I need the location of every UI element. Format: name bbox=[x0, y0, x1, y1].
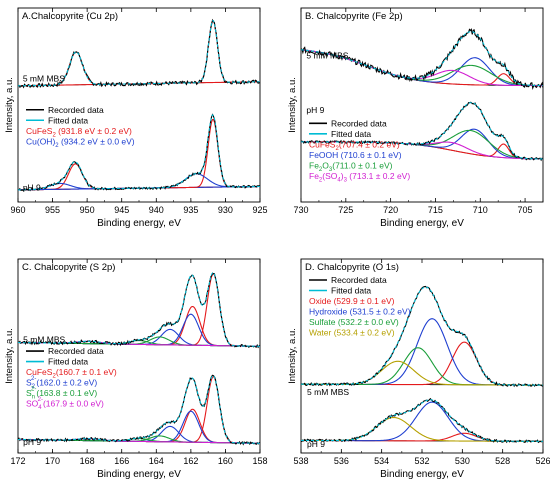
x-tick-label: 950 bbox=[80, 205, 95, 215]
x-tick-label: 526 bbox=[535, 456, 550, 466]
x-tick-label: 710 bbox=[473, 205, 488, 215]
x-tick-label: 168 bbox=[80, 456, 95, 466]
component-peak bbox=[301, 341, 543, 386]
legend-label: S22-(162.0 ± 0.2 eV) bbox=[26, 376, 97, 390]
x-tick-label: 925 bbox=[252, 205, 267, 215]
x-tick-label: 955 bbox=[45, 205, 60, 215]
condition-label: 5 mM MBS bbox=[23, 74, 65, 84]
legend-label: Oxide (529.9 ± 0.1 eV) bbox=[309, 296, 395, 306]
legend-label: Recorded data bbox=[48, 346, 104, 356]
x-tick-label: 530 bbox=[455, 456, 470, 466]
x-tick-label: 730 bbox=[293, 205, 308, 215]
panel-1: B. Chalcopyrite (Fe 2p) 730 725 720 715 710 70… bbox=[287, 7, 544, 229]
component-peak bbox=[301, 416, 543, 442]
y-axis-label: Intensity, a.u. bbox=[4, 77, 15, 133]
fitted-data-line bbox=[17, 20, 261, 87]
panel-0: A.Chalcopyrite (Cu 2p) 960 955 950 945 940 935… bbox=[4, 7, 268, 229]
panel-3: D. Chalcopyrite (O 1s) 538 536 534 532 530 528… bbox=[287, 258, 550, 480]
legend-label: CuFeS2 (931.8 eV ± 0.2 eV) bbox=[26, 126, 132, 139]
x-tick-label: 940 bbox=[149, 205, 164, 215]
panel-2: C. Chalcopyrite (S 2p) 172 170 168 166 164 162… bbox=[4, 258, 268, 480]
component-peak bbox=[301, 347, 543, 386]
legend-label: Fitted data bbox=[48, 115, 88, 125]
y-axis-label: Intensity, a.u. bbox=[287, 77, 298, 133]
x-tick-label: 170 bbox=[45, 456, 60, 466]
condition-label: pH 9 bbox=[306, 105, 324, 115]
legend-label: Fitted data bbox=[331, 286, 371, 296]
fitted-data-line bbox=[300, 31, 544, 87]
fitted-data-line bbox=[301, 399, 543, 442]
legend-label: CuFeS2(160.7 ± 0.1 eV) bbox=[26, 367, 117, 380]
recorded-data-line bbox=[300, 285, 544, 388]
x-tick-label: 164 bbox=[149, 456, 164, 466]
plot-frame bbox=[300, 7, 544, 203]
y-axis-label: Intensity, a.u. bbox=[4, 328, 15, 384]
fitted-data-line bbox=[17, 272, 261, 347]
legend-label: Fitted data bbox=[331, 129, 371, 139]
fitted-data-line bbox=[301, 102, 544, 160]
legend-label: Cu(OH)2 (934.2 eV ± 0.0 eV) bbox=[26, 136, 135, 149]
x-tick-label: 705 bbox=[518, 205, 533, 215]
fitted-data-line bbox=[17, 375, 261, 444]
panel-title: C. Chalcopyrite (S 2p) bbox=[22, 262, 115, 273]
legend-label: Fitted data bbox=[48, 357, 88, 367]
legend-label: Sn2-(163.8 ± 0.1 eV) bbox=[26, 387, 97, 401]
x-tick-label: 930 bbox=[218, 205, 233, 215]
fitted-data-line bbox=[301, 286, 543, 386]
x-tick-label: 715 bbox=[428, 205, 443, 215]
legend-label: Fe2(SO4)3 (713.1 ± 0.2 eV) bbox=[309, 171, 410, 184]
x-axis-label: Binding energy, eV bbox=[97, 218, 181, 229]
panel-title: A.Chalcopyrite (Cu 2p) bbox=[22, 11, 118, 22]
x-tick-label: 172 bbox=[10, 456, 25, 466]
x-axis-label: Binding energy, eV bbox=[380, 469, 464, 480]
panel-title: D. Chalcopyrite (O 1s) bbox=[305, 262, 399, 273]
legend-label: FeOOH (710.6 ± 0.1 eV) bbox=[309, 150, 402, 160]
x-axis-label: Binding energy, eV bbox=[97, 469, 181, 480]
legend-label: Recorded data bbox=[48, 105, 104, 115]
legend-label: Fe2O3(711.0 ± 0.1 eV) bbox=[309, 160, 393, 173]
component-peak bbox=[301, 360, 543, 386]
legend-label: Hydroxide (531.5 ± 0.2 eV) bbox=[309, 307, 411, 317]
x-axis-label: Binding energy, eV bbox=[380, 218, 464, 229]
y-axis-label: Intensity, a.u. bbox=[287, 328, 298, 384]
x-tick-label: 166 bbox=[114, 456, 129, 466]
x-tick-label: 160 bbox=[218, 456, 233, 466]
legend-label: Recorded data bbox=[331, 118, 387, 128]
recorded-data-line bbox=[300, 397, 544, 444]
condition-label: pH 9 bbox=[307, 439, 325, 449]
panel-title: B. Chalcopyrite (Fe 2p) bbox=[305, 11, 403, 22]
recorded-data-line bbox=[17, 18, 261, 89]
x-tick-label: 158 bbox=[252, 456, 267, 466]
condition-label: pH 9 bbox=[23, 437, 41, 447]
condition-label: 5 mM MBS bbox=[23, 334, 65, 344]
legend-label: Recorded data bbox=[331, 275, 387, 285]
legend-label: SO42-(167.9 ± 0.0 eV) bbox=[26, 397, 104, 411]
x-tick-label: 935 bbox=[183, 205, 198, 215]
condition-label: pH 9 bbox=[23, 182, 41, 192]
x-tick-label: 528 bbox=[495, 456, 510, 466]
condition-label: 5 mM MBS bbox=[306, 50, 348, 60]
fitted-data-line bbox=[17, 114, 261, 191]
x-tick-label: 720 bbox=[383, 205, 398, 215]
legend-label: Water (533.4 ± 0.2 eV) bbox=[309, 328, 395, 338]
x-tick-label: 945 bbox=[114, 205, 129, 215]
x-tick-label: 532 bbox=[414, 456, 429, 466]
condition-label: 5 mM MBS bbox=[307, 387, 349, 397]
x-tick-label: 536 bbox=[334, 456, 349, 466]
x-tick-label: 725 bbox=[338, 205, 353, 215]
x-tick-label: 162 bbox=[183, 456, 198, 466]
legend-label: CuFeS2(707.4 ± 0.2 eV) bbox=[309, 139, 400, 152]
x-tick-label: 538 bbox=[293, 456, 308, 466]
x-tick-label: 960 bbox=[10, 205, 25, 215]
legend-label: Sulfate (532.2 ± 0.0 eV) bbox=[309, 317, 399, 327]
x-tick-label: 534 bbox=[374, 456, 389, 466]
